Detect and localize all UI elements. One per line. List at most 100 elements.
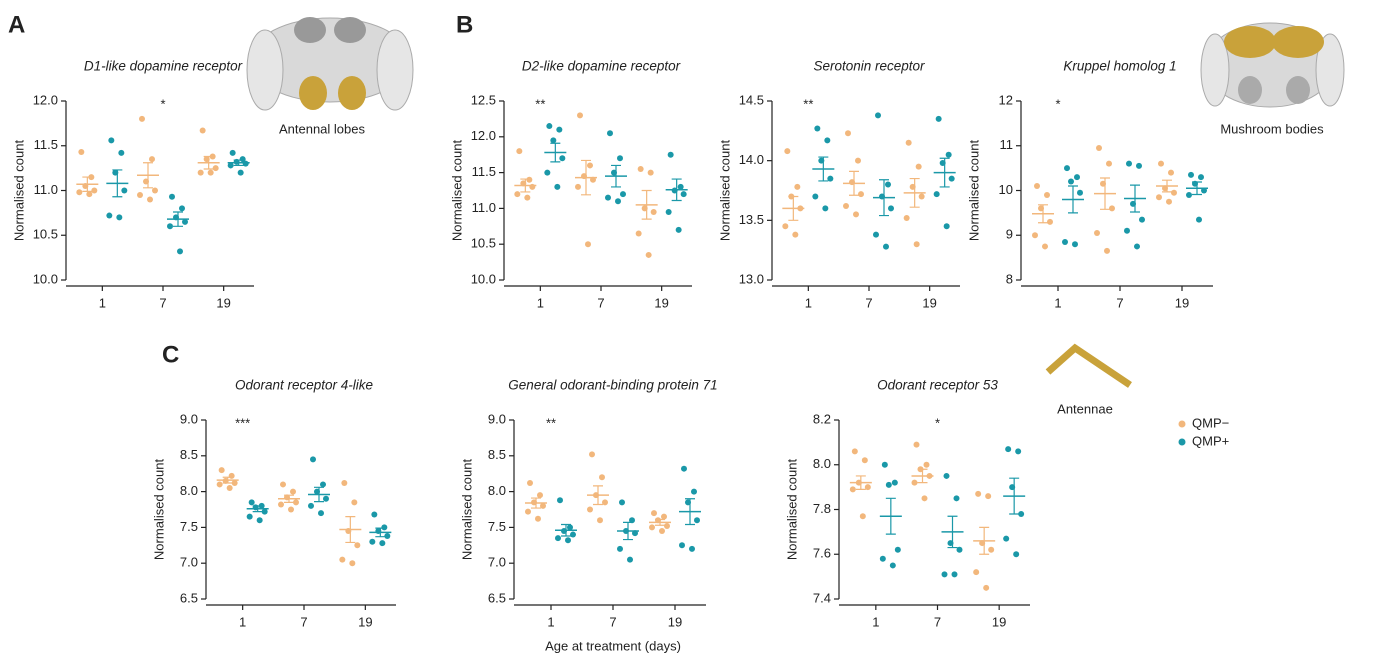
data-point <box>137 191 143 198</box>
data-point <box>859 513 866 520</box>
data-point <box>647 169 654 176</box>
data-point <box>349 560 356 567</box>
y-tick-label: 13.0 <box>739 271 764 286</box>
error-bar <box>284 494 294 503</box>
data-point <box>782 223 789 230</box>
data-point <box>76 189 83 196</box>
data-point <box>629 517 635 524</box>
data-point <box>1015 448 1022 455</box>
data-point <box>1068 178 1074 185</box>
error-bar <box>623 521 633 541</box>
data-point <box>664 522 670 529</box>
data-point <box>597 517 603 524</box>
data-point <box>620 191 626 198</box>
x-tick-label: 1 <box>537 295 544 310</box>
region-label: Mushroom bodies <box>1220 121 1324 136</box>
x-tick-label: 7 <box>300 614 307 629</box>
data-point <box>1003 535 1010 542</box>
data-point <box>310 456 316 463</box>
data-point <box>812 193 819 200</box>
data-point <box>139 115 145 122</box>
brain-antennal <box>246 17 414 111</box>
data-point <box>985 493 992 500</box>
data-point <box>1188 171 1194 178</box>
data-point <box>627 556 633 563</box>
data-point <box>649 524 655 531</box>
y-tick-label: 12.0 <box>471 128 496 143</box>
data-point <box>1094 230 1100 237</box>
data-point <box>935 115 942 122</box>
error-bar <box>655 518 665 526</box>
data-point <box>943 472 950 479</box>
x-tick-label: 19 <box>1175 295 1189 310</box>
data-point <box>577 112 583 119</box>
x-tick-label: 19 <box>654 295 668 310</box>
x-tick-label: 19 <box>922 295 936 310</box>
data-point <box>861 457 868 464</box>
data-point <box>540 502 546 509</box>
data-point <box>843 203 849 210</box>
data-point <box>1013 551 1020 558</box>
error-bar <box>314 486 324 503</box>
data-point <box>550 137 557 144</box>
data-point <box>248 499 255 506</box>
error-bar <box>173 211 183 227</box>
data-point <box>885 481 892 488</box>
error-bar <box>1038 204 1048 224</box>
data-point <box>988 546 995 553</box>
y-tick-label: 11.0 <box>34 182 58 197</box>
significance: ** <box>535 96 545 111</box>
significance: *** <box>235 415 250 430</box>
error-bar <box>112 169 123 198</box>
y-tick-label: 12 <box>999 92 1013 107</box>
data-point <box>851 448 858 455</box>
data-point <box>218 467 225 474</box>
data-point <box>1044 191 1050 198</box>
x-tick-label: 7 <box>934 614 941 629</box>
error-bar <box>979 526 990 555</box>
data-point <box>228 472 235 479</box>
legend-label: QMP+ <box>1192 433 1229 448</box>
data-point <box>681 465 687 472</box>
data-point <box>1186 191 1192 198</box>
data-point <box>587 506 593 513</box>
data-point <box>516 148 523 155</box>
data-point <box>1005 446 1012 453</box>
data-point <box>677 183 684 190</box>
data-point <box>1106 160 1112 167</box>
data-point <box>923 461 930 468</box>
data-point <box>864 484 871 491</box>
y-axis-label: Normalised count <box>784 459 799 561</box>
error-bar <box>1130 184 1140 213</box>
data-point <box>555 535 561 542</box>
panel-label: B <box>456 11 473 38</box>
data-point <box>177 248 183 255</box>
x-tick-label: 1 <box>99 295 106 310</box>
data-point <box>231 480 238 487</box>
data-point <box>945 151 952 158</box>
data-point <box>941 571 948 578</box>
data-point <box>1077 189 1083 196</box>
data-point <box>567 524 573 531</box>
x-tick-label: 7 <box>597 295 604 310</box>
data-point <box>1124 227 1130 234</box>
data-point <box>794 183 801 190</box>
data-point <box>956 546 963 553</box>
data-point <box>544 169 551 176</box>
error-bar <box>641 189 652 220</box>
data-point <box>1096 144 1102 151</box>
data-point <box>1042 243 1048 250</box>
data-point <box>179 205 185 212</box>
data-point <box>570 531 576 538</box>
data-point <box>888 205 894 212</box>
data-point <box>665 208 672 215</box>
error-bar <box>1192 181 1202 196</box>
data-point <box>318 510 324 517</box>
chart-title: General odorant-binding protein 71 <box>508 378 717 393</box>
data-point <box>526 176 533 183</box>
data-point <box>1158 160 1164 167</box>
data-point <box>1168 169 1174 176</box>
data-point <box>824 137 831 144</box>
y-tick-label: 10.5 <box>471 236 496 251</box>
data-point <box>605 194 611 201</box>
